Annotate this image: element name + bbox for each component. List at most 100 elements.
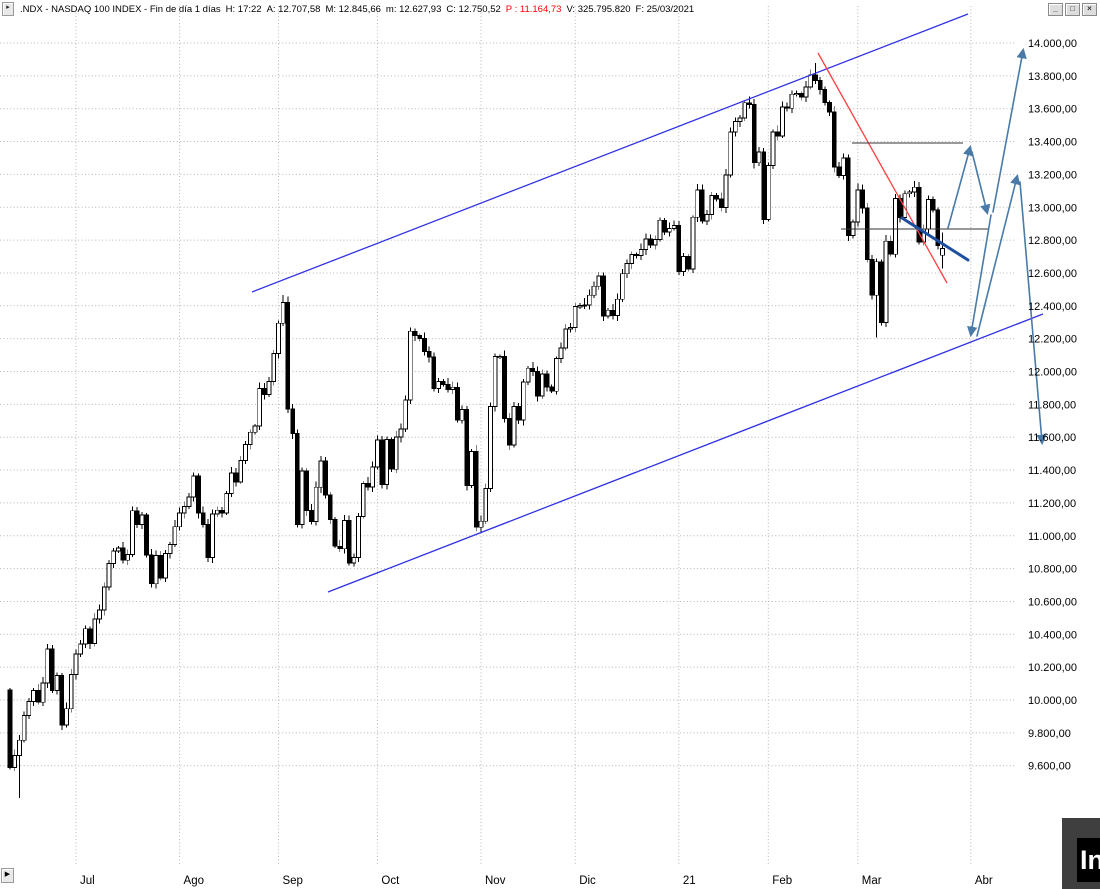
- projection-arrow[interactable]: [947, 144, 974, 229]
- candle: [864, 207, 870, 260]
- chart-menu-button[interactable]: ▸: [2, 2, 14, 16]
- price-axis-label: 12.600,00: [1028, 268, 1077, 280]
- candle: [285, 302, 291, 410]
- candle: [483, 487, 489, 522]
- candle: [337, 545, 343, 550]
- candle: [643, 238, 649, 251]
- title-segment: M: 12.845,66: [325, 3, 381, 15]
- price-axis-label: 12.400,00: [1028, 301, 1077, 313]
- time-axis[interactable]: Jul Ago Sep Oct Nov Dic 21 Feb Mar Abr: [80, 875, 993, 887]
- candle: [742, 102, 748, 119]
- candle: [7, 689, 13, 769]
- candle: [836, 166, 842, 176]
- channel-upper-trendline[interactable]: [251, 13, 969, 293]
- candle: [455, 386, 460, 421]
- drawn-annotations[interactable]: [251, 13, 1047, 593]
- candle: [803, 86, 809, 98]
- candle: [539, 373, 545, 397]
- maximize-button[interactable]: □: [1065, 3, 1080, 16]
- chart-menu-icon: ▸: [6, 4, 10, 11]
- price-axis-label: 13.400,00: [1028, 137, 1077, 149]
- candle: [224, 493, 230, 514]
- candle: [502, 356, 507, 419]
- candle: [516, 406, 522, 421]
- candle: [869, 258, 875, 296]
- candle: [40, 682, 46, 703]
- candle: [605, 309, 611, 317]
- candle: [445, 384, 451, 390]
- candle: [794, 93, 799, 96]
- candle: [370, 466, 376, 488]
- candle: [619, 273, 625, 300]
- candle: [808, 74, 814, 88]
- channel-lower-trendline[interactable]: [327, 313, 1044, 593]
- candle: [591, 285, 597, 296]
- candle: [393, 436, 399, 470]
- candle: [879, 261, 884, 323]
- candle: [167, 544, 173, 554]
- price-axis-label: 10.000,00: [1028, 695, 1077, 707]
- scroll-right-icon: ▶: [4, 871, 11, 878]
- price-axis-label: 13.000,00: [1028, 202, 1077, 214]
- candle: [586, 294, 592, 306]
- candle: [492, 356, 498, 408]
- projection-arrow[interactable]: [976, 173, 1021, 337]
- candle: [115, 547, 121, 552]
- window-titlebar: ▸ .NDX - NASDAQ 100 INDEX - Fin de día 1…: [0, 0, 1100, 18]
- candle: [342, 520, 347, 550]
- candle: [488, 406, 493, 489]
- title-segment: A: 12.707,58: [266, 3, 321, 15]
- price-axis[interactable]: 14.000,00 13.800,00 13.600,00 13.400,00 13.2…: [1028, 38, 1077, 773]
- candle: [558, 347, 564, 359]
- title-segment: C: 12.750,52: [446, 3, 501, 15]
- candle: [459, 408, 465, 421]
- price-axis-label: 12.800,00: [1028, 235, 1077, 247]
- candle: [535, 371, 540, 397]
- candle: [723, 174, 729, 209]
- candle: [577, 305, 583, 308]
- candle: [431, 356, 437, 389]
- candle: [313, 486, 319, 522]
- scroll-right-button[interactable]: ▶: [1, 868, 14, 883]
- candle: [68, 673, 74, 710]
- title-segment: V: 325.795.820: [566, 3, 631, 15]
- projection-arrow[interactable]: [992, 47, 1027, 213]
- candle: [610, 309, 616, 317]
- title-segment: H: 17:22: [225, 3, 262, 15]
- price-axis-label: 11.200,00: [1028, 498, 1076, 510]
- candle: [634, 254, 639, 257]
- candle: [888, 240, 894, 255]
- projection-arrow[interactable]: [967, 214, 992, 338]
- candle: [266, 381, 272, 396]
- projection-arrow[interactable]: [1019, 181, 1047, 446]
- candle: [365, 482, 371, 488]
- close-button[interactable]: ×: [1082, 3, 1097, 16]
- candle: [83, 628, 88, 645]
- candle: [714, 194, 719, 200]
- price-axis-label: 9.800,00: [1028, 728, 1071, 740]
- candle: [756, 151, 762, 164]
- downtrend-red-line[interactable]: [817, 52, 948, 284]
- candle: [243, 444, 248, 461]
- projection-arrow[interactable]: [971, 151, 991, 216]
- candle: [700, 189, 705, 222]
- candle: [765, 165, 771, 221]
- minimize-button[interactable]: _: [1048, 3, 1063, 16]
- candle: [440, 381, 446, 385]
- time-axis-label: 21: [683, 875, 696, 887]
- candle: [323, 460, 328, 496]
- candle: [327, 494, 333, 520]
- candle: [50, 648, 55, 692]
- candle: [247, 431, 253, 446]
- candle: [101, 586, 107, 611]
- candle: [624, 262, 630, 275]
- candle: [817, 79, 823, 90]
- candle: [379, 439, 385, 485]
- candle: [73, 653, 79, 675]
- candle: [874, 261, 879, 296]
- navy-break-line[interactable]: [900, 216, 970, 262]
- window-controls: _ □ ×: [1048, 3, 1097, 16]
- candle: [761, 151, 766, 221]
- candle: [257, 387, 262, 427]
